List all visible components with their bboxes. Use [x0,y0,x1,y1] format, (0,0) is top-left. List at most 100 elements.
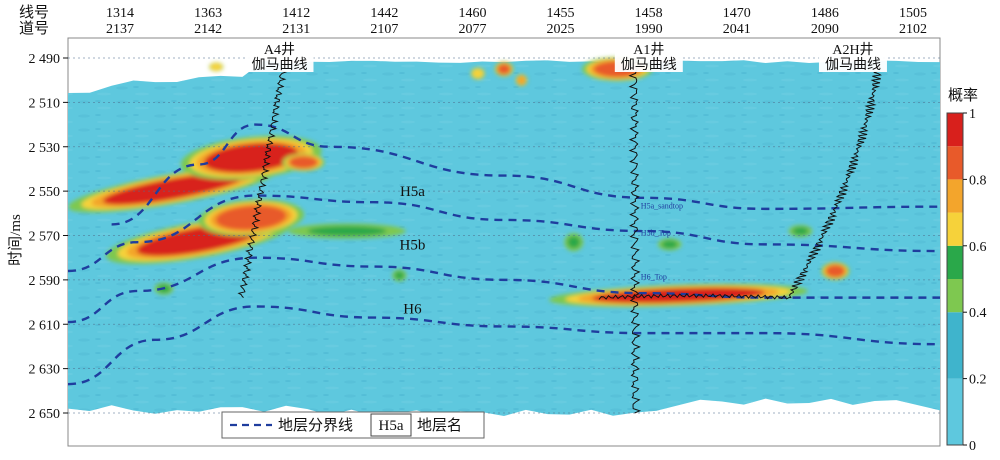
marker-labels: H5a_sandtop H5b_Top H6_Top [641,202,683,282]
column-line-label: 1363 [194,6,222,21]
probability-body [494,61,514,77]
y-tick-label: 2 490 [29,52,61,67]
column-line-label: 1460 [458,6,486,21]
legend: 地层分界线 H5a 地层名 [221,411,485,439]
colorbar-tick-label: 0.4 [969,306,987,321]
gamma-curve-a1 [628,60,642,414]
probability-ring [517,76,526,85]
gamma-curve-a2h [598,64,882,300]
y-tick-label: 2 650 [29,407,61,422]
colorbar-band [947,312,963,379]
probability-body [392,269,407,282]
colorbar-band [947,279,963,313]
colorbar-tick-label: 1 [969,107,976,122]
well-name: A2H井 [832,42,873,58]
probability-ring [792,227,809,236]
column-trace-label: 2137 [106,22,134,37]
column-trace-label: 2131 [282,22,310,37]
y-tick-label: 2 610 [29,318,61,333]
boundary-line [68,305,940,386]
probability-ring [825,265,845,277]
column-line-label: 1458 [635,6,663,21]
column-line-label: 1486 [811,6,839,21]
legend-boundary-label: 地层分界线 [278,417,353,434]
well-label-bg [818,40,887,72]
y-tick-label: 2 630 [29,363,61,378]
probability-ring [661,240,678,249]
colorbar-band [947,113,963,147]
legend-name-label: 地层名 [417,417,462,434]
column-line-label: 1470 [723,6,751,21]
line-number-header: 线号 [19,4,49,21]
layer-name: H5a [400,184,425,200]
probability-body [282,153,325,172]
column-line-label: 1455 [547,6,575,21]
colorbar-band [947,146,963,180]
well-curve-name: 伽马曲线 [251,57,307,73]
trace-number-header: 道号 [19,20,49,37]
column-trace-label: 1990 [635,22,663,37]
y-tick-label: 2 570 [29,230,61,245]
layer-name: H5b [400,237,426,253]
probability-body [564,233,584,252]
colorbar-tick-label: 0.8 [969,173,987,188]
boundary-line [111,123,940,226]
column-trace-label: 2102 [899,22,927,37]
marker-label: H5a_sandtop [641,202,683,211]
well-name: A1井 [633,42,664,58]
column-trace-label: 2077 [458,22,486,37]
layer-labels: H5a H5b H6 [400,184,426,318]
probability-body [180,135,322,180]
probability-ring [394,271,405,280]
probability-body [821,262,850,280]
colorbar-frame [946,112,964,446]
legend-box [221,411,485,439]
probability-ring [289,156,318,169]
well-curve-name: 伽马曲线 [621,57,677,73]
layer-boundaries [68,123,940,386]
legend-name-swatch [370,413,412,437]
colorbar-tick-label: 0.2 [969,373,987,388]
well-name: A4井 [264,42,295,58]
colorbar-band [947,212,963,246]
marker-label: H5b_Top [641,228,671,237]
colorbar-tick-label: 0.6 [969,240,987,255]
gamma-curve-a4 [237,64,288,298]
y-tick-label: 2 550 [29,185,61,200]
well-curve-name: 伽马曲线 [825,57,881,73]
column-trace-label: 2107 [370,22,398,37]
colorbar-title: 概率 [948,87,978,104]
column-line-label: 1505 [899,6,927,21]
probability-ring [103,173,243,205]
colorbar-tick-label: 0 [969,439,976,454]
y-tick-label: 2 590 [29,274,61,289]
probability-body [470,67,485,80]
column-line-label: 1314 [106,6,134,21]
boundary-line [68,256,940,324]
legend-name-sample: H5a [379,418,404,434]
probability-ring [497,64,511,75]
probability-ring [307,226,387,237]
colorbar-band [947,378,963,445]
layer-name: H6 [403,302,422,318]
probability-ring [211,63,221,70]
column-line-label: 1442 [370,6,398,21]
probability-ring [215,205,287,230]
boundary-line [68,194,940,273]
probability-ring [567,236,581,249]
marker-label: H6_Top [641,273,667,282]
gamma-log-curves [237,60,882,414]
well-label-bg [245,40,314,72]
column-trace-label: 2090 [811,22,839,37]
colorbar-band [947,179,963,213]
column-trace-label: 2142 [194,22,222,37]
probability-body [198,199,304,237]
column-trace-label: 2025 [547,22,575,37]
y-tick-label: 2 510 [29,96,61,111]
probability-ring [473,69,483,78]
y-axis-label: 时间/ms [7,214,24,266]
probability-body [515,74,528,87]
